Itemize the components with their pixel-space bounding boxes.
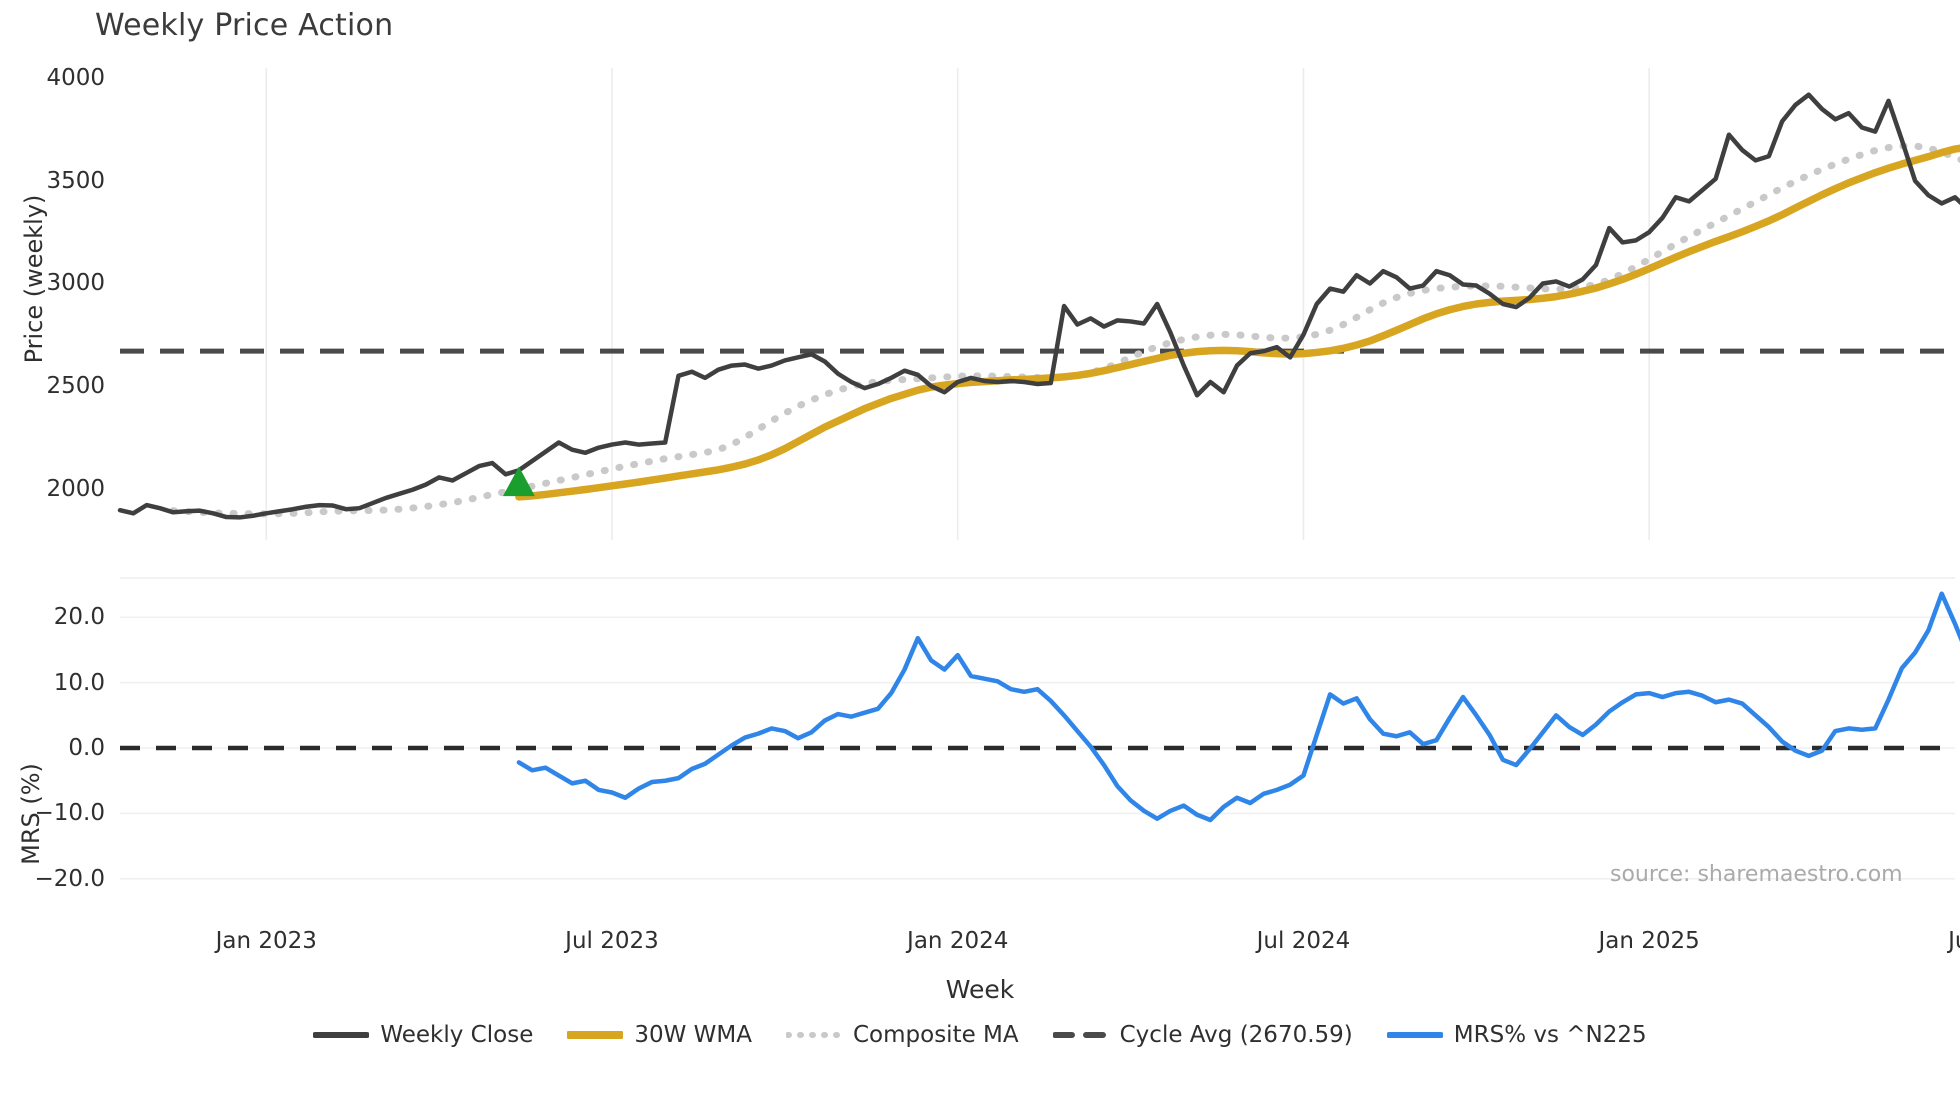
series-weekly-close	[117, 92, 1960, 520]
legend-label-5: MRS% vs ^N225	[1453, 1022, 1647, 1048]
mrs-panel-bg	[120, 578, 1955, 905]
price-y-tick: 3000	[46, 270, 105, 297]
x-tick: Jul 2025	[1948, 928, 1960, 954]
legend-item-3[interactable]: Composite MA	[785, 1022, 1019, 1048]
legend-label-4: Cycle Avg (2670.59)	[1119, 1022, 1353, 1048]
mrs-y-tick: 20.0	[53, 604, 105, 631]
x-tick: Jul 2023	[565, 928, 659, 954]
mrs-y-tick: 10.0	[53, 669, 105, 696]
legend-swatch-4	[1052, 1032, 1109, 1038]
legend-swatch-5	[1386, 1032, 1443, 1038]
mrs-y-tick: −10.0	[34, 800, 105, 827]
legend-swatch-1	[313, 1032, 370, 1038]
x-tick: Jan 2024	[907, 928, 1009, 954]
legend-item-4[interactable]: Cycle Avg (2670.59)	[1052, 1022, 1353, 1048]
legend-item-1[interactable]: Weekly Close	[313, 1022, 533, 1048]
source-watermark: source: sharemaestro.com	[1610, 862, 1903, 887]
entry-triangle-marker	[502, 466, 535, 497]
mrs-y-tick: 0.0	[68, 735, 105, 762]
plot-canvas	[117, 68, 1960, 905]
price-y-tick: 2500	[46, 373, 105, 400]
price-panel-bg	[120, 68, 1955, 540]
chart-legend: Weekly Close 30W WMA Composite MA Cycle Avg…	[0, 1022, 1960, 1048]
legend-label-3: Composite MA	[852, 1022, 1019, 1048]
price-y-tick: 3500	[46, 167, 105, 194]
price-y-tick: 4000	[46, 65, 105, 92]
mrs-y-tick: −20.0	[34, 865, 105, 892]
legend-swatch-2	[567, 1031, 624, 1039]
series-mrs-pct	[516, 591, 1960, 823]
x-tick: Jul 2024	[1256, 928, 1351, 954]
legend-label-1: Weekly Close	[380, 1022, 534, 1048]
x-tick: Jan 2025	[1598, 928, 1700, 954]
legend-swatch-3	[785, 1032, 842, 1038]
page-title: Weekly Price Action	[95, 8, 394, 43]
x-axis-label: Week	[945, 975, 1015, 1004]
price-y-tick: 2000	[46, 475, 105, 502]
x-tick: Jan 2023	[215, 928, 317, 954]
legend-label-2: 30W WMA	[634, 1022, 752, 1048]
legend-item-2[interactable]: 30W WMA	[567, 1022, 752, 1048]
legend-item-5[interactable]: MRS% vs ^N225	[1386, 1022, 1647, 1048]
